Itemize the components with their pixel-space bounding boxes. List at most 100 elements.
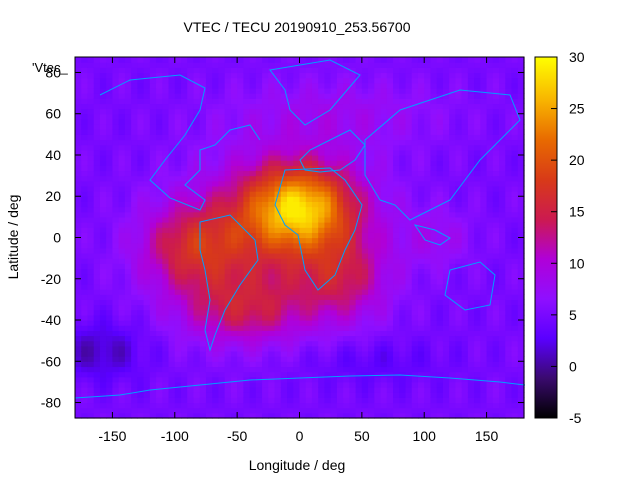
heatmap-cell [193,108,201,115]
heatmap-cell [124,216,132,223]
heatmap-cell [287,237,294,244]
heatmap-cell [417,98,425,105]
heatmap-cell [262,335,269,342]
heatmap-cell [87,129,95,135]
heatmap-cell [149,154,157,161]
heatmap-cell [149,330,157,337]
heatmap-cell [305,330,313,337]
heatmap-cell [199,191,207,197]
heatmap-cell [218,407,226,414]
heatmap-cell [355,175,363,182]
heatmap-cell [224,320,232,326]
heatmap-cell [199,139,207,146]
heatmap-cell [486,160,494,166]
heatmap-cell [467,325,475,331]
heatmap-cell [474,340,481,347]
heatmap-cell [449,278,457,285]
heatmap-cell [143,124,151,130]
heatmap-cell [218,196,226,202]
heatmap-cell [492,216,500,223]
heatmap-cell [75,325,82,331]
heatmap-cell [430,82,438,89]
heatmap-cell [287,325,294,331]
heatmap-cell [255,62,263,68]
heatmap-cell [274,72,282,79]
heatmap-cell [336,129,344,135]
heatmap-cell [156,175,163,182]
heatmap-cell [499,278,506,285]
heatmap-cell [156,330,163,337]
heatmap-cell [137,57,145,63]
heatmap-cell [436,139,444,146]
heatmap-cell [249,93,257,99]
heatmap-cell [386,294,394,300]
heatmap-cell [499,206,506,213]
heatmap-cell [386,232,394,239]
heatmap-cell [505,412,513,419]
heatmap-cell [149,113,157,120]
heatmap-cell [386,180,394,187]
heatmap-cell [442,134,450,141]
heatmap-cell [124,309,132,316]
heatmap-cell [349,381,357,388]
heatmap-cell [467,72,475,79]
heatmap-cell [124,397,132,404]
heatmap-cell [149,340,157,347]
heatmap-cell [181,170,188,177]
heatmap-cell [311,314,319,321]
heatmap-cell [417,289,425,295]
heatmap-cell [118,299,126,306]
heatmap-cell [287,113,294,120]
heatmap-cell [224,412,232,419]
heatmap-cell [149,67,157,74]
heatmap-cell [131,62,138,68]
heatmap-cell [480,361,488,368]
heatmap-cell [149,232,157,239]
heatmap-cell [99,154,107,161]
heatmap-cell [106,314,114,321]
heatmap-cell [393,247,400,254]
heatmap-cell [112,258,120,264]
heatmap-cell [480,134,488,141]
heatmap-cell [355,206,363,213]
heatmap-cell [330,72,338,79]
heatmap-cell [287,196,294,202]
heatmap-cell [112,118,120,125]
heatmap-cell [137,242,145,249]
heatmap-cell [368,252,375,259]
heatmap-cell [393,191,400,197]
heatmap-cell [87,160,95,166]
heatmap-cell [299,242,307,249]
heatmap-cell [224,258,232,264]
heatmap-cell [349,278,357,285]
heatmap-cell [143,325,151,331]
heatmap-cell [417,387,425,393]
heatmap-cell [162,216,170,223]
heatmap-cell [168,201,176,208]
heatmap-cell [393,335,400,342]
heatmap-cell [311,237,319,244]
heatmap-cell [181,124,188,130]
heatmap-cell [368,175,375,182]
heatmap-cell [168,258,176,264]
heatmap-cell [399,185,407,192]
heatmap-cell [436,180,444,187]
heatmap-cell [262,366,269,373]
heatmap-cell [455,320,463,326]
heatmap-cell [349,227,357,233]
heatmap-cell [131,216,138,223]
heatmap-cell [399,325,407,331]
heatmap-cell [75,180,82,187]
heatmap-cell [374,103,382,110]
heatmap-cell [324,237,332,244]
heatmap-cell [255,299,263,306]
heatmap-cell [449,108,457,115]
heatmap-cell [212,124,220,130]
heatmap-cell [355,350,363,357]
heatmap-cell [343,201,350,208]
heatmap-cell [174,154,182,161]
heatmap-cell [218,57,226,63]
heatmap-cell [81,134,89,141]
heatmap-cell [81,237,89,244]
heatmap-cell [99,278,107,285]
